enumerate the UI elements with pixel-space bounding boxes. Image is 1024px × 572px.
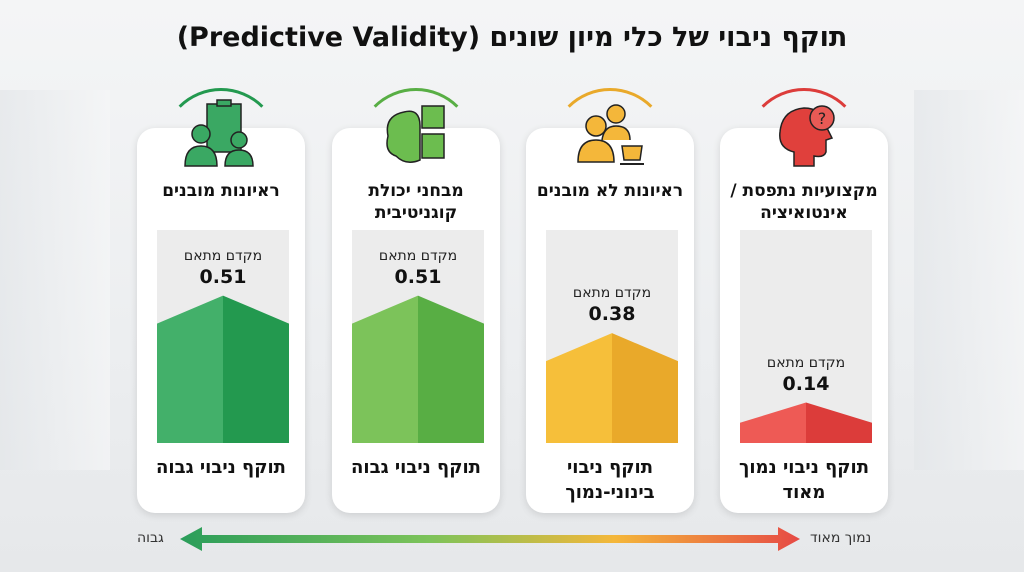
people-coffee-icon — [570, 96, 650, 172]
bar-panel: מקדם מתאם 0.14 — [740, 230, 872, 443]
validity-label: תוקף ניבוי גבוה — [351, 457, 481, 478]
background-window — [914, 90, 1024, 470]
icon-arc — [356, 88, 476, 208]
svg-text:?: ? — [818, 109, 827, 128]
bar-panel: מקדם מתאם 0.51 — [157, 230, 289, 443]
method-name: מקצועיות נתפסת / אינטואיציה — [730, 181, 878, 223]
bar-panel: מקדם מתאם 0.38 — [546, 230, 678, 443]
bar — [157, 295, 289, 443]
method-name: ראיונות מובנים — [162, 181, 280, 201]
bar-panel: מקדם מתאם 0.51 — [352, 230, 484, 443]
data-label: 0.14 — [782, 372, 830, 395]
value-caption: מקדם מתאם — [183, 247, 263, 264]
icon-arc — [550, 88, 670, 208]
axis-high-label: גבוה — [137, 530, 164, 546]
validity-label: תוקף ניבוי נמוך מאוד — [738, 457, 870, 503]
background-window — [0, 90, 110, 470]
data-label: 0.38 — [588, 303, 636, 326]
value-caption: מקדם מתאם — [572, 285, 652, 302]
bar — [546, 333, 678, 443]
validity-label: תוקף ניבוי גבוה — [156, 457, 286, 478]
brain-puzzle-icon — [376, 96, 456, 172]
interview-clipboard-icon — [181, 96, 261, 172]
axis-low-label: נמוך מאוד — [810, 530, 872, 546]
method-name: ראיונות לא מובנים — [536, 181, 684, 201]
page-title: תוקף ניבוי של כלי מיון שונים (Predictive… — [176, 22, 848, 53]
bar — [740, 402, 872, 443]
validity-scale-arrow — [180, 527, 800, 551]
icon-arc — [161, 88, 281, 208]
method-name: מבחני יכולת קוגניטיבית — [368, 181, 464, 223]
data-label: 0.51 — [394, 265, 442, 288]
value-caption: מקדם מתאם — [766, 354, 846, 371]
bar — [352, 295, 484, 443]
value-caption: מקדם מתאם — [378, 247, 458, 264]
head-question-icon: ? — [764, 96, 844, 172]
data-label: 0.51 — [199, 265, 247, 288]
icon-arc — [744, 88, 864, 208]
validity-label: תוקף ניבוי בינוני-נמוך — [565, 457, 655, 503]
